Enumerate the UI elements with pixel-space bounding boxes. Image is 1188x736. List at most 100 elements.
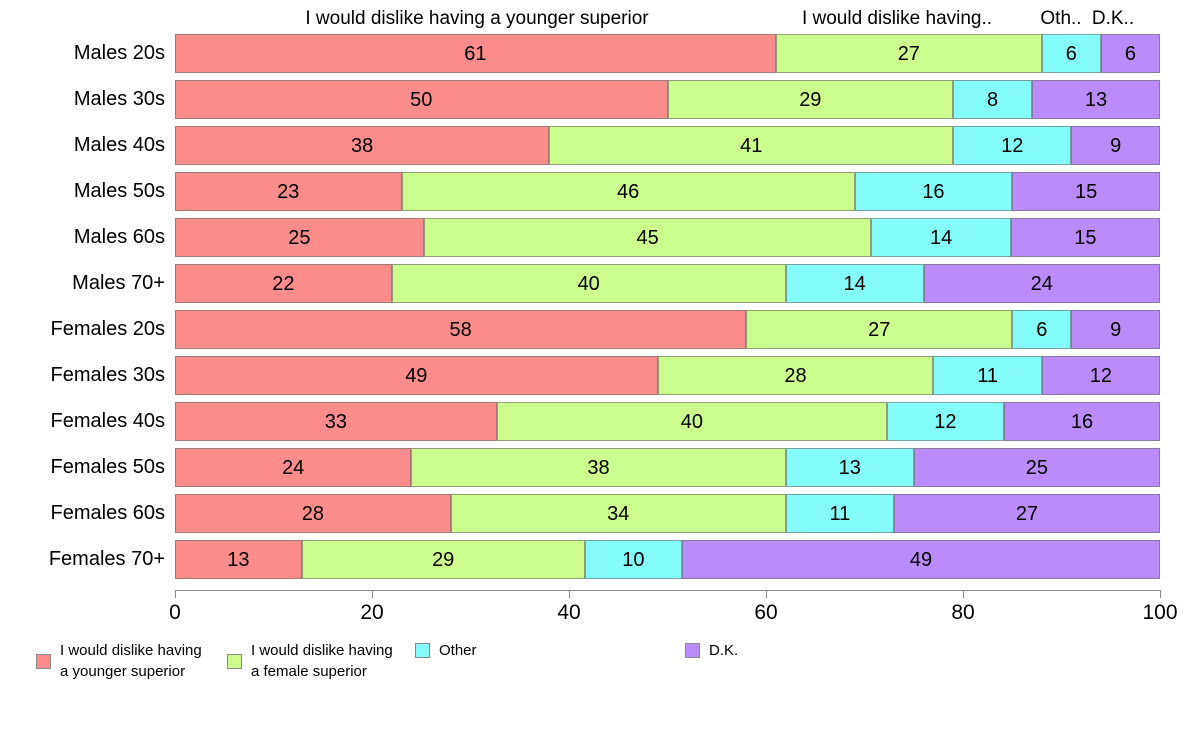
bar-segment: 15 [1012, 172, 1160, 211]
bar-value-label: 13 [1084, 88, 1108, 111]
bar-segment: 16 [854, 172, 1013, 211]
axis-tick-label: 20 [360, 601, 384, 624]
bar-value-label: 40 [680, 410, 703, 433]
bar-segment: 13 [785, 448, 914, 487]
bar-value-label: 45 [636, 226, 659, 249]
bar-value-label: 50 [410, 88, 433, 111]
legend-label: D.K. [709, 642, 739, 659]
legend-swatch [685, 643, 700, 658]
axis-tick [371, 590, 373, 598]
bar-track: 50 29 8 13 [175, 80, 1160, 119]
bar-track: 23 46 16 15 [175, 172, 1160, 211]
bar-value-label: 27 [868, 318, 891, 341]
bar-value-label: 33 [324, 410, 348, 433]
bar-segment: 23 [175, 172, 402, 211]
bar-track: 13 29 10 49 [175, 540, 1160, 579]
bar-row: Females 50s 24 38 13 25 [0, 448, 1188, 487]
bar-value-label: 24 [282, 456, 305, 479]
bar-segment: 38 [175, 126, 550, 165]
bar-value-label: 34 [607, 502, 630, 525]
bar-track: 24 38 13 25 [175, 448, 1160, 487]
bar-segment: 40 [496, 402, 887, 441]
bar-value-label: 16 [1070, 410, 1094, 433]
legend-label: I would dislike having a female superior [251, 642, 393, 680]
row-label: Females 60s [50, 502, 166, 524]
bar-segment: 9 [1071, 126, 1160, 165]
bar-value-label: 11 [977, 364, 998, 387]
bar-segment: 49 [682, 540, 1160, 579]
bar-value-label: 49 [405, 364, 428, 387]
bar-value-label: 16 [922, 180, 945, 203]
bar-value-label: 12 [1089, 364, 1112, 387]
bar-segment: 24 [923, 264, 1160, 303]
bar-value-label: 38 [587, 456, 610, 479]
bar-value-label: 25 [1025, 456, 1048, 479]
bar-segment: 29 [667, 80, 954, 119]
bar-rows: Males 20s 61 27 6 6 Males 30s 50 29 8 13 Males 40s… [0, 34, 1188, 586]
axis-line [175, 590, 1160, 591]
row-label: Males 60s [73, 226, 165, 248]
bar-row: Males 30s 50 29 8 13 [0, 80, 1188, 119]
bar-value-label: 12 [934, 410, 957, 433]
bar-value-label: 13 [838, 456, 861, 479]
legend-swatch [415, 643, 430, 658]
bar-value-label: 41 [740, 134, 763, 157]
bar-segment: 33 [175, 402, 497, 441]
column-header: I would dislike having.. [801, 8, 993, 29]
row-label: Males 70+ [72, 272, 165, 294]
bar-value-label: 25 [288, 226, 311, 249]
axis-tick-label: 100 [1142, 601, 1178, 624]
bar-value-label: 13 [227, 548, 250, 571]
legend-item: Other [415, 640, 477, 661]
bar-row: Females 70+ 13 29 10 49 [0, 540, 1188, 579]
bar-value-label: 27 [897, 42, 920, 65]
bar-segment: 6 [1100, 34, 1160, 73]
axis-tick-label: 80 [951, 601, 975, 624]
bar-value-label: 28 [784, 364, 807, 387]
bar-value-label: 46 [616, 180, 640, 203]
bar-track: 49 28 11 12 [175, 356, 1160, 395]
bar-segment: 61 [175, 34, 776, 73]
bar-segment: 41 [549, 126, 954, 165]
bar-value-label: 9 [1110, 134, 1122, 157]
bar-segment: 27 [746, 310, 1013, 349]
legend-item: I would dislike having a younger superio… [36, 640, 202, 682]
bar-value-label: 29 [432, 548, 455, 571]
column-headers: I would dislike having a younger superio… [175, 6, 1160, 34]
bar-segment: 11 [785, 494, 895, 533]
row-label: Females 40s [50, 410, 166, 432]
row-label: Females 70+ [48, 548, 165, 570]
bar-segment: 50 [175, 80, 668, 119]
row-label: Males 50s [73, 180, 165, 202]
bar-segment: 38 [411, 448, 786, 487]
bar-segment: 45 [423, 218, 872, 257]
bar-value-label: 14 [843, 272, 866, 295]
legend-item: D.K. [685, 640, 738, 661]
axis-tick [765, 590, 767, 598]
axis-tick-label: 60 [754, 601, 778, 624]
bar-segment: 14 [785, 264, 924, 303]
bar-row: Males 50s 23 46 16 15 [0, 172, 1188, 211]
row-label: Males 20s [73, 42, 165, 64]
bar-row: Females 20s 58 27 6 9 [0, 310, 1188, 349]
bar-track: 58 27 6 9 [175, 310, 1160, 349]
bar-value-label: 12 [1001, 134, 1024, 157]
bar-segment: 46 [401, 172, 855, 211]
bar-track: 61 27 6 6 [175, 34, 1160, 73]
bar-value-label: 14 [929, 226, 953, 249]
axis-tick [174, 590, 176, 598]
bar-segment: 28 [175, 494, 451, 533]
bar-value-label: 49 [909, 548, 933, 571]
legend-swatch [36, 653, 51, 669]
row-label: Females 30s [50, 364, 166, 386]
bar-value-label: 6 [1036, 318, 1048, 341]
bar-value-label: 11 [829, 502, 851, 525]
bar-segment: 25 [175, 218, 424, 257]
bar-value-label: 58 [449, 318, 472, 341]
bar-value-label: 27 [1015, 502, 1039, 525]
bar-segment: 28 [657, 356, 934, 395]
bar-track: 22 40 14 24 [175, 264, 1160, 303]
bar-segment: 12 [1041, 356, 1160, 395]
bar-segment: 27 [775, 34, 1042, 73]
bar-value-label: 23 [277, 180, 300, 203]
